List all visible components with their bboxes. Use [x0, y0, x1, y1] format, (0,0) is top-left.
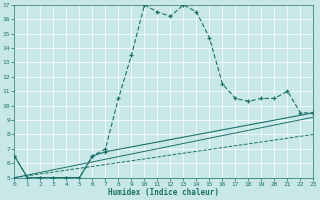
X-axis label: Humidex (Indice chaleur): Humidex (Indice chaleur) [108, 188, 220, 197]
